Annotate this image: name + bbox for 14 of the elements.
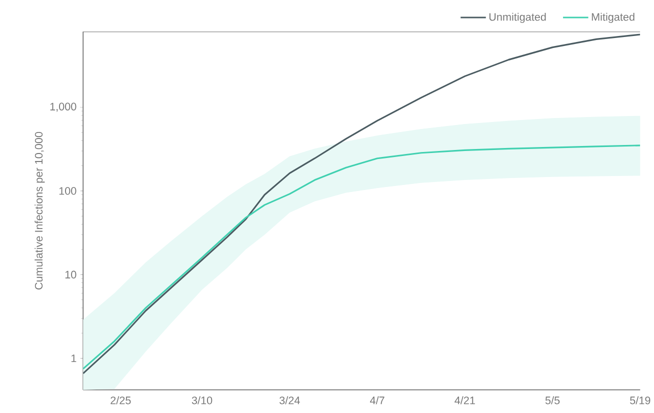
y-tick-label: 100	[59, 187, 76, 195]
legend-label: Unmitigated	[489, 13, 546, 24]
x-tick-label: 2/25	[110, 396, 131, 404]
x-tick-label: 3/10	[192, 396, 212, 404]
x-tick-label: 3/24	[280, 396, 300, 404]
legend-label: Mitigated	[592, 13, 634, 24]
x-tick-label: 4/21	[454, 396, 475, 404]
y-tick-label: 1,000	[50, 102, 76, 112]
y-tick-label: 1	[71, 354, 76, 362]
x-tick-label: 5/19	[630, 396, 650, 404]
y-tick-label: 10	[65, 270, 76, 279]
x-tick-label: 4/7	[370, 396, 384, 404]
x-tick-label: 5/5	[545, 396, 560, 404]
y-axis-title: Cumulative Infections per 10,000	[34, 132, 45, 290]
